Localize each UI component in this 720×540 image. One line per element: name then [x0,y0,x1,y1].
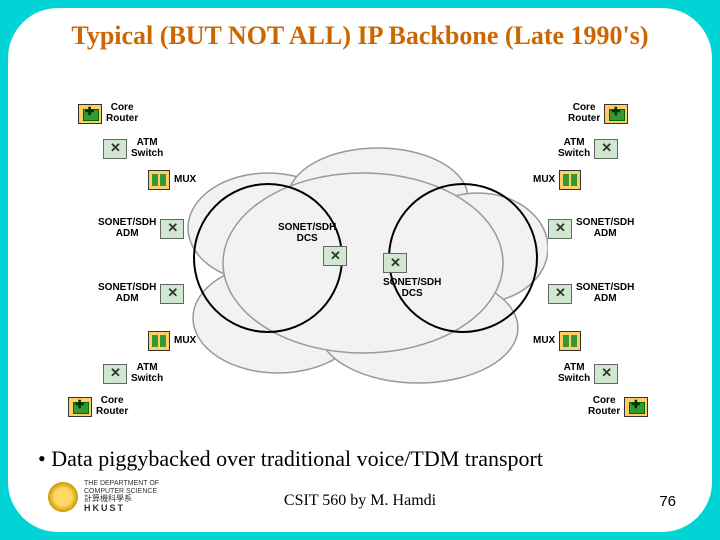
label: ATMSwitch [558,138,590,159]
mux-icon [559,331,581,351]
core-router-bot-left: CoreRouter [68,396,128,417]
router-icon [78,104,102,124]
atm-switch-top-left: ATMSwitch [103,138,163,159]
label: MUX [174,175,196,186]
adm-icon [160,284,184,304]
mux-icon [148,170,170,190]
page-number: 76 [659,493,676,510]
logo-dept: THE DEPARTMENT OF [84,480,159,488]
core-router-top-right: CoreRouter [568,103,628,124]
label: SONET/SDHADM [576,218,634,239]
label: CoreRouter [106,103,138,124]
router-icon [68,397,92,417]
slide-title: Typical (BUT NOT ALL) IP Backbone (Late … [8,8,712,57]
label: SONET/SDHADM [576,283,634,304]
adm-bot-left: SONET/SDHADM [98,283,184,304]
label: CoreRouter [588,396,620,417]
label: MUX [533,175,555,186]
router-icon [604,104,628,124]
label: ATMSwitch [558,363,590,384]
footer-text: CSIT 560 by M. Hamdi [8,492,712,510]
mux-icon [559,170,581,190]
adm-bot-right: SONET/SDHADM [548,283,634,304]
adm-top-right: SONET/SDHADM [548,218,634,239]
adm-icon [160,219,184,239]
switch-icon [594,139,618,159]
slide-inner: Typical (BUT NOT ALL) IP Backbone (Late … [8,8,712,532]
slide: Typical (BUT NOT ALL) IP Backbone (Late … [0,0,720,540]
mux-icon [148,331,170,351]
dcs-icon [323,246,347,266]
label: SONET/SDHADM [98,283,156,304]
dcs-icon [383,253,407,273]
dcs-label-right: SONET/SDHDCS [383,278,441,299]
label: MUX [533,336,555,347]
mux-bot-left: MUX [148,331,196,351]
label: MUX [174,336,196,347]
router-icon [624,397,648,417]
adm-icon [548,284,572,304]
atm-switch-top-right: ATMSwitch [558,138,618,159]
sonet-ring-left [193,183,343,333]
core-router-top-left: CoreRouter [78,103,138,124]
dcs-label-left: SONET/SDHDCS [278,223,336,244]
bullet-text: • Data piggybacked over traditional voic… [38,446,543,472]
label: SONET/SDHADM [98,218,156,239]
atm-switch-bot-right: ATMSwitch [558,363,618,384]
atm-switch-bot-left: ATMSwitch [103,363,163,384]
mux-top-left: MUX [148,170,196,190]
label: CoreRouter [568,103,600,124]
label: CoreRouter [96,396,128,417]
label: ATMSwitch [131,138,163,159]
core-router-bot-right: CoreRouter [588,396,648,417]
sonet-ring-right [388,183,538,333]
adm-icon [548,219,572,239]
mux-bot-right: MUX [533,331,581,351]
switch-icon [103,364,127,384]
network-diagram: CoreRouter ATMSwitch MUX SONET/SDHADM SO… [48,98,678,428]
label: ATMSwitch [131,363,163,384]
switch-icon [103,139,127,159]
switch-icon [594,364,618,384]
mux-top-right: MUX [533,170,581,190]
adm-top-left: SONET/SDHADM [98,218,184,239]
